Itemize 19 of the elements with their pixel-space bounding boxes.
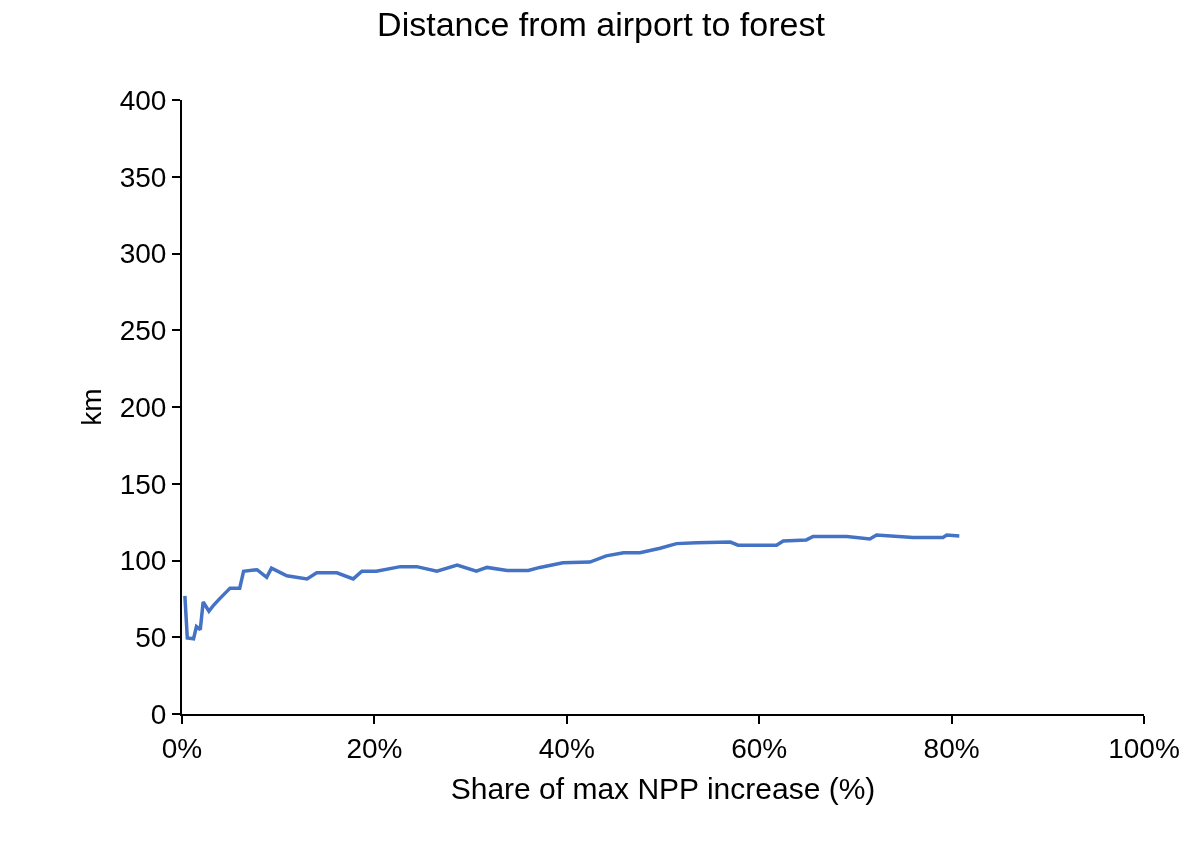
y-tick-label: 250 [119,315,167,347]
x-tick-label: 60% [731,732,788,764]
x-tick-label: 40% [538,732,595,764]
y-tick-label: 400 [119,84,167,116]
x-tick-label: 100% [1108,732,1180,764]
y-tick-label: 100 [119,545,167,577]
x-tick-label: 20% [346,732,403,764]
y-tick-label: 150 [119,468,167,500]
y-tick-label: 350 [119,161,167,193]
x-tick-label: 80% [923,732,980,764]
y-tick-label: 300 [119,238,167,270]
x-tick-label: 0% [161,732,203,764]
chart-title: Distance from airport to forest [377,5,826,44]
line-series [183,533,962,641]
y-tick-label: 200 [119,391,167,423]
y-axis-title: km [75,388,107,426]
y-tick-label: 0 [150,698,167,730]
y-tick-label: 50 [135,622,167,654]
x-axis-title: Share of max NPP increase (%) [450,771,876,805]
